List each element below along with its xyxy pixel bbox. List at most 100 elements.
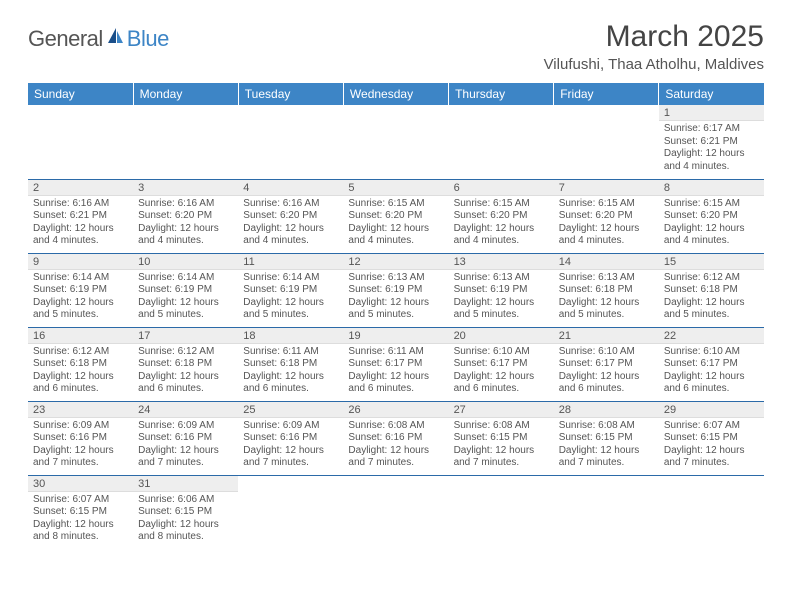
daylight-text: Daylight: 12 hours and 8 minutes.	[138, 519, 233, 544]
day-number: 18	[238, 328, 343, 344]
calendar-cell: 17Sunrise: 6:12 AMSunset: 6:18 PMDayligh…	[133, 327, 238, 401]
sunset-text: Sunset: 6:17 PM	[348, 358, 443, 371]
sunrise-text: Sunrise: 6:15 AM	[664, 198, 759, 211]
sunset-text: Sunset: 6:16 PM	[348, 432, 443, 445]
daylight-text: Daylight: 12 hours and 7 minutes.	[348, 445, 443, 470]
day-content: Sunrise: 6:16 AMSunset: 6:20 PMDaylight:…	[238, 196, 343, 251]
sunrise-text: Sunrise: 6:12 AM	[138, 346, 233, 359]
sunset-text: Sunset: 6:16 PM	[33, 432, 128, 445]
daylight-text: Daylight: 12 hours and 6 minutes.	[243, 371, 338, 396]
calendar-cell	[238, 105, 343, 179]
location: Vilufushi, Thaa Atholhu, Maldives	[544, 56, 764, 73]
sunset-text: Sunset: 6:20 PM	[454, 210, 549, 223]
day-content: Sunrise: 6:13 AMSunset: 6:19 PMDaylight:…	[449, 270, 554, 325]
calendar-cell: 13Sunrise: 6:13 AMSunset: 6:19 PMDayligh…	[449, 253, 554, 327]
daylight-text: Daylight: 12 hours and 5 minutes.	[138, 297, 233, 322]
day-content: Sunrise: 6:15 AMSunset: 6:20 PMDaylight:…	[659, 196, 764, 251]
day-content: Sunrise: 6:11 AMSunset: 6:18 PMDaylight:…	[238, 344, 343, 399]
sunrise-text: Sunrise: 6:16 AM	[243, 198, 338, 211]
day-content: Sunrise: 6:17 AMSunset: 6:21 PMDaylight:…	[659, 121, 764, 176]
sunset-text: Sunset: 6:20 PM	[138, 210, 233, 223]
sunrise-text: Sunrise: 6:17 AM	[664, 123, 759, 136]
daylight-text: Daylight: 12 hours and 4 minutes.	[559, 223, 654, 248]
calendar-cell	[554, 475, 659, 549]
day-number: 31	[133, 476, 238, 492]
sunset-text: Sunset: 6:20 PM	[243, 210, 338, 223]
day-content: Sunrise: 6:10 AMSunset: 6:17 PMDaylight:…	[449, 344, 554, 399]
sunset-text: Sunset: 6:18 PM	[138, 358, 233, 371]
day-content: Sunrise: 6:15 AMSunset: 6:20 PMDaylight:…	[343, 196, 448, 251]
day-content: Sunrise: 6:12 AMSunset: 6:18 PMDaylight:…	[133, 344, 238, 399]
daylight-text: Daylight: 12 hours and 7 minutes.	[454, 445, 549, 470]
daylight-text: Daylight: 12 hours and 4 minutes.	[348, 223, 443, 248]
sunrise-text: Sunrise: 6:15 AM	[348, 198, 443, 211]
day-number: 15	[659, 254, 764, 270]
daylight-text: Daylight: 12 hours and 4 minutes.	[243, 223, 338, 248]
calendar-cell: 21Sunrise: 6:10 AMSunset: 6:17 PMDayligh…	[554, 327, 659, 401]
day-content: Sunrise: 6:15 AMSunset: 6:20 PMDaylight:…	[554, 196, 659, 251]
sunrise-text: Sunrise: 6:14 AM	[243, 272, 338, 285]
calendar-cell: 19Sunrise: 6:11 AMSunset: 6:17 PMDayligh…	[343, 327, 448, 401]
daylight-text: Daylight: 12 hours and 6 minutes.	[348, 371, 443, 396]
calendar-cell: 24Sunrise: 6:09 AMSunset: 6:16 PMDayligh…	[133, 401, 238, 475]
day-number: 19	[343, 328, 448, 344]
calendar-cell: 6Sunrise: 6:15 AMSunset: 6:20 PMDaylight…	[449, 179, 554, 253]
sunrise-text: Sunrise: 6:08 AM	[348, 420, 443, 433]
daylight-text: Daylight: 12 hours and 5 minutes.	[664, 297, 759, 322]
calendar-row: 9Sunrise: 6:14 AMSunset: 6:19 PMDaylight…	[28, 253, 764, 327]
day-content: Sunrise: 6:13 AMSunset: 6:18 PMDaylight:…	[554, 270, 659, 325]
calendar-cell: 22Sunrise: 6:10 AMSunset: 6:17 PMDayligh…	[659, 327, 764, 401]
sunrise-text: Sunrise: 6:13 AM	[348, 272, 443, 285]
daylight-text: Daylight: 12 hours and 5 minutes.	[559, 297, 654, 322]
calendar-cell: 25Sunrise: 6:09 AMSunset: 6:16 PMDayligh…	[238, 401, 343, 475]
sunrise-text: Sunrise: 6:12 AM	[664, 272, 759, 285]
daylight-text: Daylight: 12 hours and 7 minutes.	[33, 445, 128, 470]
sunrise-text: Sunrise: 6:11 AM	[243, 346, 338, 359]
sunrise-text: Sunrise: 6:16 AM	[138, 198, 233, 211]
day-number: 2	[28, 180, 133, 196]
day-number: 17	[133, 328, 238, 344]
sunrise-text: Sunrise: 6:09 AM	[138, 420, 233, 433]
day-number: 14	[554, 254, 659, 270]
sunset-text: Sunset: 6:15 PM	[33, 506, 128, 519]
sunrise-text: Sunrise: 6:14 AM	[138, 272, 233, 285]
sunset-text: Sunset: 6:17 PM	[454, 358, 549, 371]
daylight-text: Daylight: 12 hours and 4 minutes.	[138, 223, 233, 248]
day-content: Sunrise: 6:14 AMSunset: 6:19 PMDaylight:…	[238, 270, 343, 325]
calendar-cell: 12 Sunrise: 6:13 AMSunset: 6:19 PMDayligh…	[343, 253, 448, 327]
day-content: Sunrise: 6:07 AMSunset: 6:15 PMDaylight:…	[28, 492, 133, 547]
calendar-cell: 5Sunrise: 6:15 AMSunset: 6:20 PMDaylight…	[343, 179, 448, 253]
calendar-cell: 7Sunrise: 6:15 AMSunset: 6:20 PMDaylight…	[554, 179, 659, 253]
sunset-text: Sunset: 6:19 PM	[348, 284, 443, 297]
calendar-cell: 8Sunrise: 6:15 AMSunset: 6:20 PMDaylight…	[659, 179, 764, 253]
day-number: 10	[133, 254, 238, 270]
day-number: 12	[343, 254, 448, 270]
daylight-text: Daylight: 12 hours and 7 minutes.	[559, 445, 654, 470]
weekday-header: Monday	[133, 83, 238, 105]
weekday-header-row: Sunday Monday Tuesday Wednesday Thursday…	[28, 83, 764, 105]
logo-text-2: Blue	[127, 26, 169, 52]
sunset-text: Sunset: 6:19 PM	[33, 284, 128, 297]
daylight-text: Daylight: 12 hours and 5 minutes.	[348, 297, 443, 322]
daylight-text: Daylight: 12 hours and 7 minutes.	[138, 445, 233, 470]
day-content: Sunrise: 6:12 AMSunset: 6:18 PMDaylight:…	[28, 344, 133, 399]
day-number: 20	[449, 328, 554, 344]
day-number: 30	[28, 476, 133, 492]
calendar-table: Sunday Monday Tuesday Wednesday Thursday…	[28, 83, 764, 549]
calendar-cell: 29Sunrise: 6:07 AMSunset: 6:15 PMDayligh…	[659, 401, 764, 475]
daylight-text: Daylight: 12 hours and 8 minutes.	[33, 519, 128, 544]
day-number: 7	[554, 180, 659, 196]
logo: General Blue	[28, 26, 169, 52]
calendar-cell: 2Sunrise: 6:16 AMSunset: 6:21 PMDaylight…	[28, 179, 133, 253]
sunset-text: Sunset: 6:19 PM	[454, 284, 549, 297]
sunset-text: Sunset: 6:17 PM	[559, 358, 654, 371]
calendar-cell	[659, 475, 764, 549]
sunrise-text: Sunrise: 6:13 AM	[454, 272, 549, 285]
day-number: 1	[659, 105, 764, 121]
day-number: 22	[659, 328, 764, 344]
weekday-header: Saturday	[659, 83, 764, 105]
calendar-cell: 20Sunrise: 6:10 AMSunset: 6:17 PMDayligh…	[449, 327, 554, 401]
sunset-text: Sunset: 6:18 PM	[33, 358, 128, 371]
day-content: Sunrise: 6:14 AMSunset: 6:19 PMDaylight:…	[133, 270, 238, 325]
calendar-cell: 26Sunrise: 6:08 AMSunset: 6:16 PMDayligh…	[343, 401, 448, 475]
